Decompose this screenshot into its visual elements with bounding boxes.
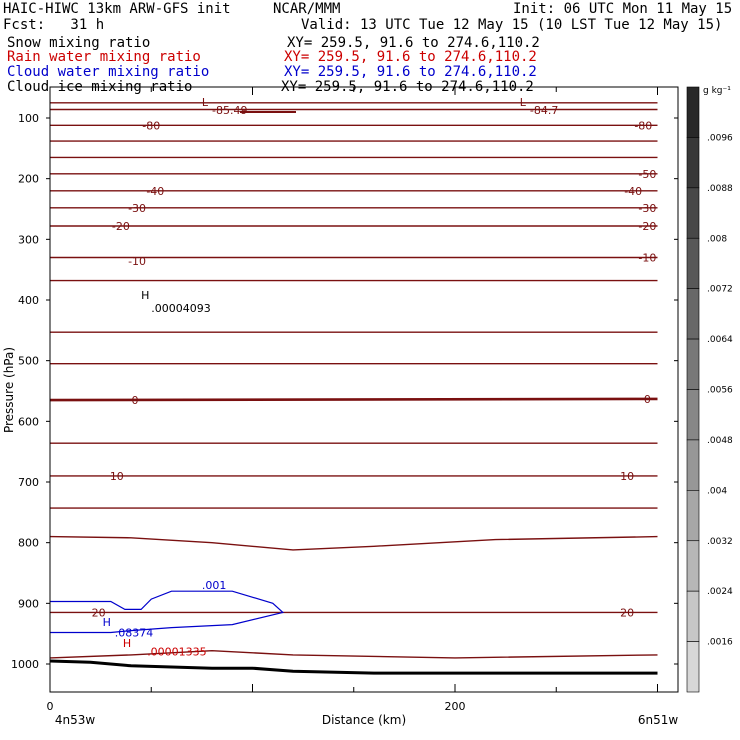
field-snow-xy: XY= 259.5, 91.6 to 274.6,110.2: [287, 35, 540, 51]
y-tick-label: 500: [18, 355, 39, 368]
terrain-line: [49, 659, 658, 675]
y-tick-label: 700: [18, 476, 39, 489]
colorbar-swatch: [686, 389, 700, 441]
contour-label: -50: [638, 168, 656, 181]
x-tick-label: 200: [445, 700, 466, 713]
colorbar-swatch: [686, 288, 700, 340]
contour-label: -40: [624, 185, 642, 198]
x-end-label: 6n51w: [638, 713, 679, 727]
colorbar-label: .0024: [707, 587, 733, 597]
colorbar-label: .0096: [707, 133, 733, 143]
colorbar-unit: g kg⁻¹: [703, 86, 731, 96]
annotation-label: -84.7: [530, 104, 558, 117]
annotation-label: .00004093: [151, 302, 211, 315]
colorbar-swatch: [686, 237, 700, 289]
cloud-water-contour-label: .001: [202, 579, 227, 592]
annotation-label: -85.49: [212, 104, 247, 117]
colorbar-label: .0032: [707, 537, 733, 547]
annotation-label: .00001335: [147, 646, 207, 659]
y-tick-label: 800: [18, 537, 39, 550]
x-start-label: 4n53w: [55, 713, 96, 727]
colorbar-label: .0064: [707, 335, 733, 345]
contour-label: 10: [620, 470, 634, 483]
colorbar-swatch: [686, 540, 700, 592]
init-time: Init: 06 UTC Mon 11 May 15: [513, 1, 733, 17]
field-snow-name: Snow mixing ratio: [7, 35, 151, 51]
contour-layer: -80 -80-50-40 -40-30 -30-20 -20-10 -100 010 102…: [49, 102, 658, 675]
x-tick-label: 0: [47, 700, 54, 713]
contour-label: -20: [112, 220, 130, 233]
x-axis-title: Distance (km): [322, 713, 406, 727]
plot-frame: [49, 86, 679, 693]
field-rain-name: Rain water mixing ratio: [7, 49, 201, 65]
annotation-label: H: [123, 637, 131, 650]
y-tick-label: 400: [18, 294, 39, 307]
annotation-label: .08374: [115, 627, 154, 640]
contour-label: -80: [634, 119, 652, 132]
colorbar-swatch: [686, 590, 700, 642]
contour-label: 20: [620, 606, 634, 619]
forecast-hour: Fcst: 31 h: [3, 17, 105, 33]
y-tick-label: 300: [18, 233, 39, 246]
colorbar-label: .0088: [707, 184, 733, 194]
y-tick-label: 200: [18, 173, 39, 186]
colorbar-label: .0056: [707, 386, 733, 396]
colorbar-label: .0072: [707, 285, 733, 295]
contour-line: [49, 535, 658, 551]
colorbar-swatch: [686, 137, 700, 189]
valid-time: Valid: 13 UTC Tue 12 May 15 (10 LST Tue …: [301, 17, 723, 33]
contour-label: -20: [638, 220, 656, 233]
colorbar: .0096 .0088 .008 .0072 .0064 .0056 .0048 .004 .0…: [686, 86, 733, 693]
contour-label: -10: [638, 252, 656, 265]
y-tick-label: 100: [18, 112, 39, 125]
colorbar-label: .004: [707, 486, 727, 496]
annotation-label: H: [141, 289, 149, 302]
y-axis-title: Pressure (hPa): [2, 347, 16, 433]
colorbar-label: .008: [707, 234, 727, 244]
annotation-label: L: [520, 96, 527, 109]
model-title: HAIC-HIWC 13km ARW-GFS init: [3, 1, 231, 17]
colorbar-swatch: [686, 86, 700, 138]
y-tick-label: 900: [18, 597, 39, 610]
contour-label: 10: [110, 470, 124, 483]
temperature-contour-0: [49, 397, 658, 402]
y-tick-label: 600: [18, 415, 39, 428]
field-rain-xy: XY= 259.5, 91.6 to 274.6,110.2: [284, 49, 537, 65]
annotation-label: L: [202, 96, 209, 109]
field-cloudwater-xy: XY= 259.5, 91.6 to 274.6,110.2: [284, 64, 537, 80]
cloud-water-contour: [50, 590, 285, 634]
annotation-label: H: [103, 616, 111, 629]
contour-label: -30: [638, 202, 656, 215]
contour-line: [49, 649, 658, 659]
colorbar-swatch: [686, 187, 700, 239]
colorbar-swatch: [686, 490, 700, 542]
contour-label: -40: [146, 185, 164, 198]
colorbar-swatch: [686, 338, 700, 390]
colorbar-label: .0048: [707, 436, 733, 446]
field-cloudwater-name: Cloud water mixing ratio: [7, 64, 210, 80]
colorbar-swatch: [686, 641, 700, 693]
contour-label: 0: [644, 393, 651, 406]
colorbar-swatch: [686, 439, 700, 491]
contour-label: -10: [128, 255, 146, 268]
contour-label: -30: [128, 202, 146, 215]
contour-label: 20: [92, 606, 106, 619]
y-tick-label: 1000: [11, 658, 39, 671]
colorbar-label: .0016: [707, 638, 733, 648]
org-label: NCAR/MMM: [273, 1, 341, 17]
contour-label: 0: [132, 394, 139, 407]
contour-label: -80: [142, 119, 160, 132]
